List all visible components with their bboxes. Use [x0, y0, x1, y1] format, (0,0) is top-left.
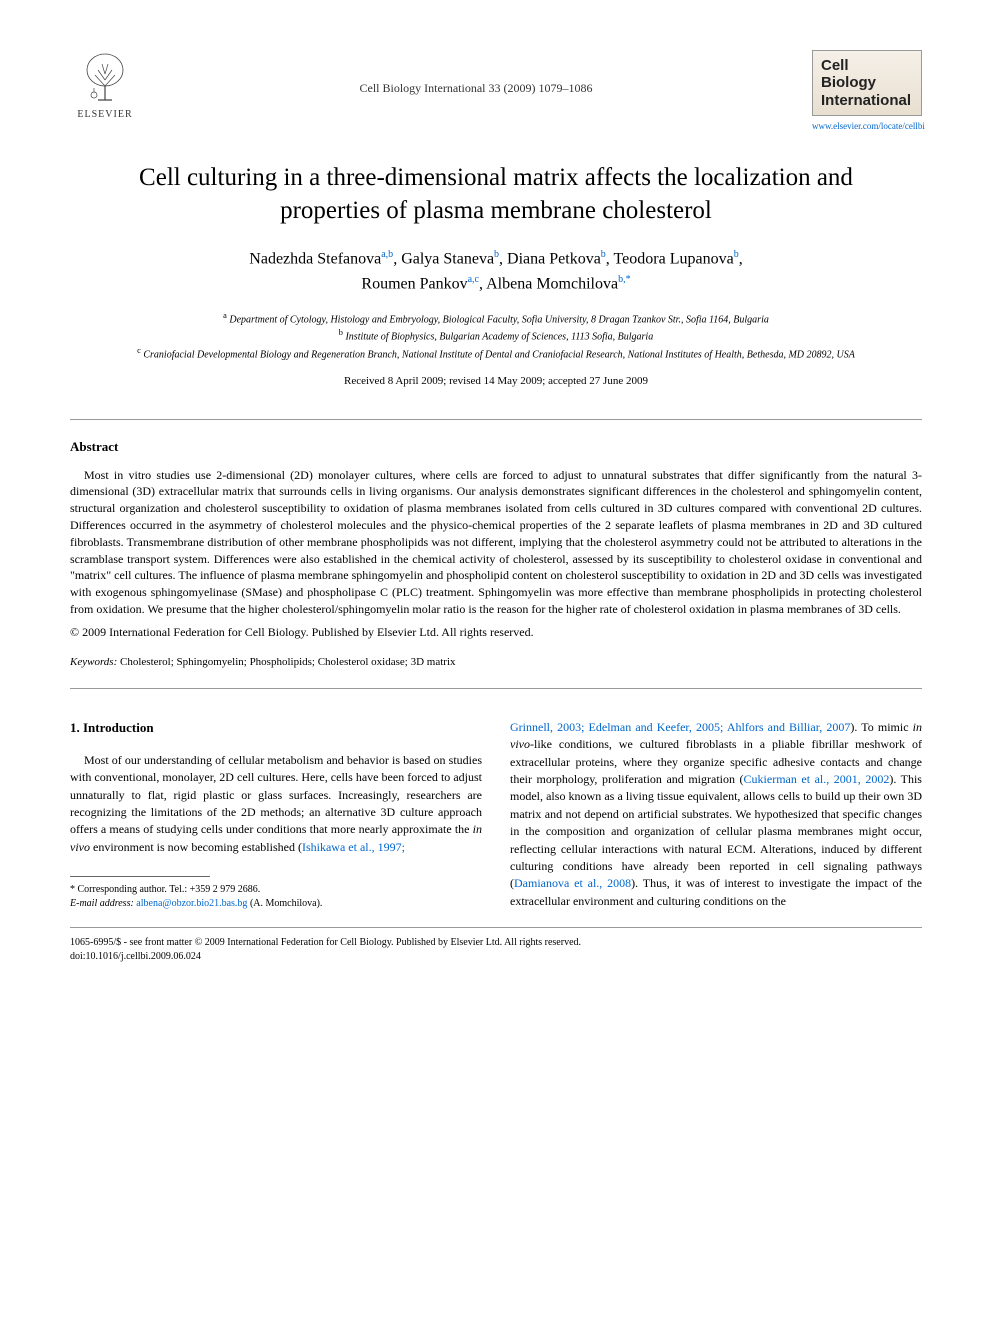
- citation-cukierman[interactable]: Cukierman et al., 2001, 2002: [744, 772, 890, 786]
- affiliation-a: Department of Cytology, Histology and Em…: [229, 314, 769, 325]
- email-label: E-mail address:: [70, 898, 134, 909]
- author-3-aff: b: [601, 249, 606, 260]
- intro-paragraph-1-cont: Grinnell, 2003; Edelman and Keefer, 2005…: [510, 719, 922, 910]
- elsevier-logo: ELSEVIER: [70, 50, 140, 130]
- email-link[interactable]: albena@obzor.bio21.bas.bg: [134, 898, 248, 909]
- body-column-left: 1. Introduction Most of our understandin…: [70, 719, 482, 911]
- body-column-right: Grinnell, 2003; Edelman and Keefer, 2005…: [510, 719, 922, 911]
- affiliations: a Department of Cytology, Histology and …: [70, 310, 922, 362]
- author-3: Diana Petkova: [507, 251, 601, 268]
- journal-logo-line1: Cell: [821, 57, 913, 74]
- author-4: Teodora Lupanova: [614, 251, 734, 268]
- author-2-aff: b: [494, 249, 499, 260]
- section-1-heading: 1. Introduction: [70, 719, 482, 738]
- divider-bottom: [70, 688, 922, 689]
- footer-copyright: 1065-6995/$ - see front matter © 2009 In…: [70, 936, 922, 950]
- abstract-heading: Abstract: [70, 438, 922, 456]
- footer-divider: [70, 927, 922, 928]
- keywords-text: Cholesterol; Sphingomyelin; Phospholipid…: [117, 656, 455, 668]
- journal-url-link[interactable]: www.elsevier.com/locate/cellbi: [812, 120, 922, 133]
- corresponding-marker: *: [626, 274, 631, 285]
- author-1: Nadezhda Stefanova: [249, 251, 381, 268]
- author-6: Albena Momchilova: [486, 275, 618, 292]
- journal-logo-line3: International: [821, 92, 913, 109]
- article-dates: Received 8 April 2009; revised 14 May 20…: [70, 374, 922, 389]
- article-title: Cell culturing in a three-dimensional ma…: [110, 162, 882, 227]
- author-6-aff: b,: [618, 274, 626, 285]
- journal-logo-line2: Biology: [821, 74, 913, 91]
- corresponding-footnote: * Corresponding author. Tel.: +359 2 979…: [70, 883, 482, 911]
- author-1-aff: a,b: [381, 249, 393, 260]
- journal-page: ELSEVIER Cell Biology International 33 (…: [0, 0, 992, 1004]
- footer: 1065-6995/$ - see front matter © 2009 In…: [70, 936, 922, 964]
- author-5: Roumen Pankov: [361, 275, 467, 292]
- citation-grinnell[interactable]: Grinnell, 2003; Edelman and Keefer, 2005…: [510, 720, 850, 734]
- footer-doi: doi:10.1016/j.cellbi.2009.06.024: [70, 950, 922, 964]
- divider-top: [70, 419, 922, 420]
- journal-logo: Cell Biology International www.elsevier.…: [812, 50, 922, 132]
- keywords-label: Keywords:: [70, 656, 117, 668]
- abstract-copyright: © 2009 International Federation for Cell…: [70, 624, 922, 641]
- abstract-text: Most in vitro studies use 2-dimensional …: [70, 467, 922, 618]
- author-5-aff: a,c: [468, 274, 479, 285]
- author-list: Nadezhda Stefanovaa,b, Galya Stanevab, D…: [70, 247, 922, 296]
- affiliation-c: Craniofacial Developmental Biology and R…: [143, 349, 854, 360]
- email-who: (A. Momchilova).: [247, 898, 322, 909]
- author-4-aff: b: [734, 249, 739, 260]
- citation-damianova[interactable]: Damianova et al., 2008: [514, 876, 631, 890]
- journal-reference: Cell Biology International 33 (2009) 107…: [140, 50, 812, 97]
- page-header: ELSEVIER Cell Biology International 33 (…: [70, 50, 922, 132]
- corresponding-email-line: E-mail address: albena@obzor.bio21.bas.b…: [70, 897, 482, 911]
- citation-ishikawa[interactable]: Ishikawa et al., 1997;: [302, 840, 405, 854]
- affiliation-b: Institute of Biophysics, Bulgarian Acade…: [345, 332, 653, 343]
- author-2: Galya Staneva: [401, 251, 494, 268]
- elsevier-label: ELSEVIER: [77, 108, 132, 122]
- footnote-divider: [70, 876, 210, 877]
- elsevier-tree-icon: [80, 50, 130, 105]
- intro-paragraph-1: Most of our understanding of cellular me…: [70, 752, 482, 856]
- corresponding-tel: * Corresponding author. Tel.: +359 2 979…: [70, 883, 482, 897]
- keywords: Keywords: Cholesterol; Sphingomyelin; Ph…: [70, 655, 922, 670]
- body-columns: 1. Introduction Most of our understandin…: [70, 719, 922, 911]
- journal-logo-box: Cell Biology International: [812, 50, 922, 116]
